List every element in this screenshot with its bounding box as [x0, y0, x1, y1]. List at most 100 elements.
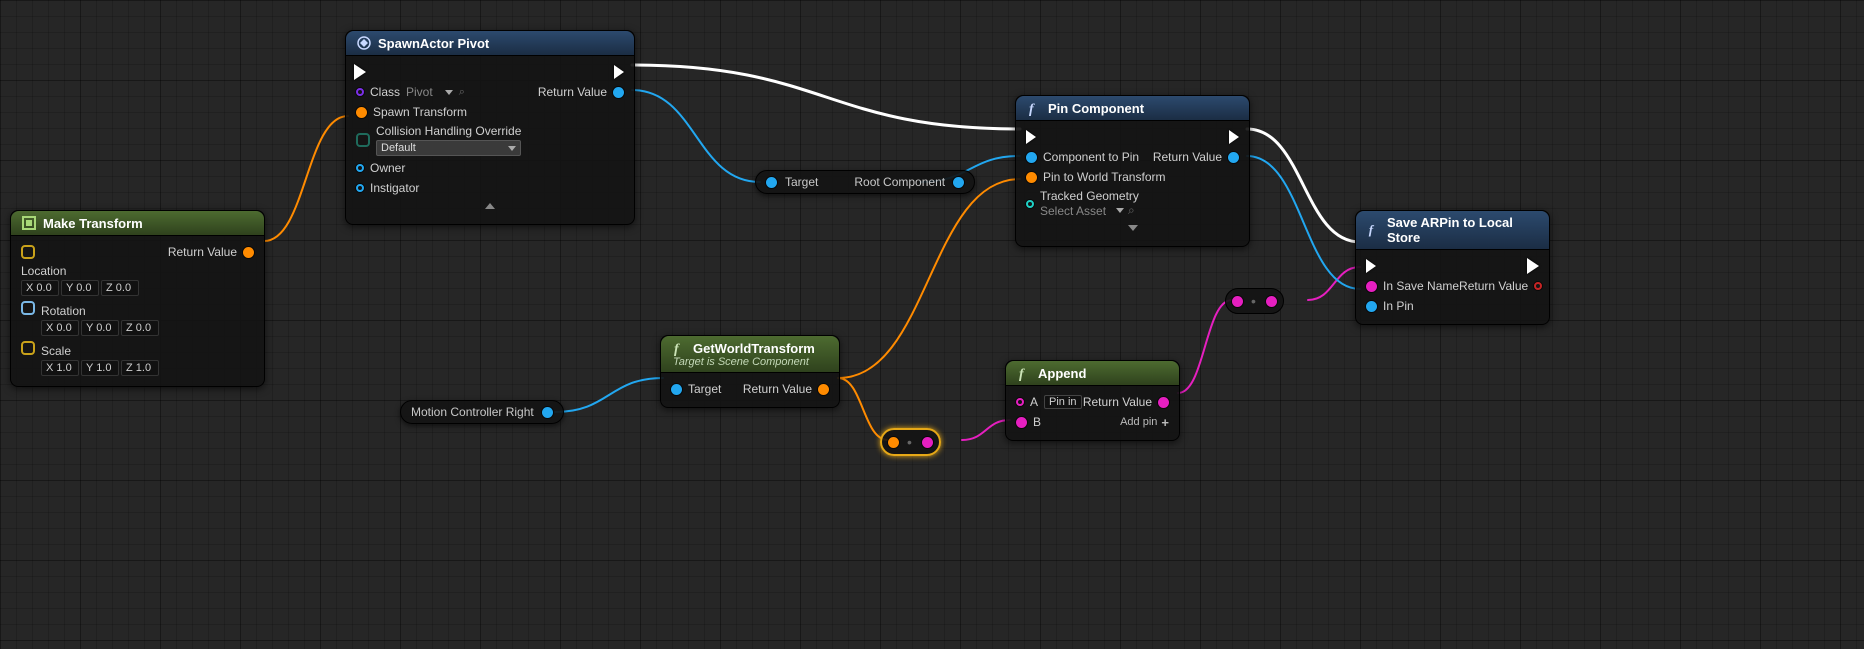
chevron-down-icon[interactable] [445, 90, 453, 95]
label-b: B [1033, 415, 1041, 429]
node-header: SpawnActor Pivot [346, 31, 634, 56]
label-root-component: Root Component [854, 175, 945, 189]
pin-component[interactable] [1026, 152, 1037, 163]
label-owner: Owner [370, 161, 405, 175]
expand-icon[interactable] [1128, 225, 1138, 231]
node-save-arpin[interactable]: f Save ARPin to Local Store In Save Name… [1355, 210, 1550, 325]
pin-return[interactable] [613, 87, 624, 98]
pin-exec-out[interactable] [614, 65, 624, 79]
label-return: Return Value [1153, 150, 1222, 164]
pin-in[interactable] [888, 437, 899, 448]
pin-exec-out[interactable] [1529, 259, 1539, 273]
label-in-pin: In Pin [1383, 299, 1414, 313]
pin-target[interactable] [671, 384, 682, 395]
add-pin-button[interactable]: Add pin+ [1120, 415, 1169, 430]
dots-icon: • [907, 434, 914, 450]
label-return: Return Value [743, 382, 812, 396]
pin-return[interactable] [818, 384, 829, 395]
node-header: f Save ARPin to Local Store [1356, 211, 1549, 250]
input-rotation[interactable]: X 0.0 Y 0.0 Z 0.0 [41, 320, 159, 336]
input-a-value[interactable]: Pin in [1044, 395, 1082, 409]
node-title: Save ARPin to Local Store [1387, 215, 1539, 245]
pin-in-pin[interactable] [1366, 301, 1377, 312]
pin-collision[interactable] [356, 133, 370, 147]
pin-exec-in[interactable] [1366, 259, 1376, 273]
pin-exec-in[interactable] [1026, 130, 1036, 144]
label-instigator: Instigator [370, 181, 419, 195]
function-icon: f [1366, 222, 1381, 238]
label-save-name: In Save Name [1383, 279, 1459, 293]
label-scale: Scale [41, 344, 71, 358]
chevron-down-icon[interactable] [1116, 208, 1124, 213]
reroute-string[interactable]: • [1225, 288, 1284, 314]
browse-icon[interactable]: ⌕ [459, 86, 465, 99]
value-class[interactable]: Pivot [406, 85, 433, 99]
pin-save-name[interactable] [1366, 281, 1377, 292]
input-location[interactable]: X 0.0 Y 0.0 Z 0.0 [21, 280, 139, 296]
pin-class[interactable] [356, 88, 364, 96]
value-tracked-geometry[interactable]: Select Asset [1040, 204, 1106, 218]
label-tracked-geometry: Tracked Geometry [1040, 189, 1139, 203]
pin-exec-out[interactable] [1229, 130, 1239, 144]
label-world-transform: Pin to World Transform [1043, 170, 1165, 184]
pin-return[interactable] [1534, 282, 1542, 290]
node-header: f GetWorldTransform Target is Scene Comp… [661, 336, 839, 373]
pin-return-label: Return Value [168, 245, 237, 259]
node-header: f Append [1006, 361, 1179, 386]
pin-rotation[interactable] [21, 301, 35, 315]
input-scale[interactable]: X 1.0 Y 1.0 Z 1.0 [41, 360, 159, 376]
pin-spawn-transform[interactable] [356, 107, 367, 118]
pin-a[interactable] [1016, 398, 1024, 406]
pin-owner[interactable] [356, 164, 364, 172]
function-icon: f [1016, 365, 1032, 381]
pin-return[interactable] [1158, 397, 1169, 408]
label-rotation: Rotation [41, 304, 86, 318]
struct-icon [21, 215, 37, 231]
node-motion-controller[interactable]: Motion Controller Right [400, 400, 564, 424]
node-make-transform[interactable]: Make Transform Return Value Location X 0… [10, 210, 265, 387]
pin-b[interactable] [1016, 417, 1027, 428]
label-return: Return Value [1459, 279, 1528, 293]
pin-location[interactable] [21, 245, 35, 259]
pin-out[interactable] [1266, 296, 1277, 307]
pin-instigator[interactable] [356, 184, 364, 192]
pin-in[interactable] [1232, 296, 1243, 307]
pin-out[interactable] [922, 437, 933, 448]
pin-out[interactable] [542, 407, 553, 418]
pin-return[interactable] [243, 247, 254, 258]
pin-return[interactable] [1228, 152, 1239, 163]
pin-scale[interactable] [21, 341, 35, 355]
pin-out[interactable] [953, 177, 964, 188]
label-location: Location [21, 264, 66, 278]
node-header: f Pin Component [1016, 96, 1249, 121]
spawn-icon [356, 35, 372, 51]
reroute-transform-to-string[interactable]: • [880, 428, 941, 456]
label-spawn-transform: Spawn Transform [373, 105, 467, 119]
label-return: Return Value [538, 85, 607, 99]
pin-exec-in[interactable] [356, 65, 366, 79]
dots-icon: • [1251, 293, 1258, 309]
svg-text:f: f [1369, 222, 1375, 237]
node-title: Make Transform [43, 216, 143, 231]
node-spawn-actor[interactable]: SpawnActor Pivot Class Pivot ⌕ Return Va… [345, 30, 635, 225]
dropdown-collision[interactable]: Default [376, 140, 521, 156]
node-pin-component[interactable]: f Pin Component Component to Pin Return … [1015, 95, 1250, 247]
function-icon: f [1026, 100, 1042, 116]
node-title: Pin Component [1048, 101, 1144, 116]
label-target: Target [785, 175, 818, 189]
node-subtitle: Target is Scene Component [673, 356, 809, 368]
node-title: GetWorldTransform [693, 341, 815, 356]
node-append[interactable]: f Append A Pin in Return Value B Add pin… [1005, 360, 1180, 441]
pin-target-in[interactable] [766, 177, 777, 188]
label-class: Class [370, 85, 400, 99]
browse-icon[interactable]: ⌕ [1128, 203, 1135, 218]
pin-world-transform[interactable] [1026, 172, 1037, 183]
node-header: Make Transform [11, 211, 264, 236]
label-return: Return Value [1083, 395, 1152, 409]
collapse-icon[interactable] [485, 203, 495, 209]
pin-tracked-geometry[interactable] [1026, 200, 1034, 208]
node-root-component[interactable]: Target Root Component [755, 170, 975, 194]
node-get-world-transform[interactable]: f GetWorldTransform Target is Scene Comp… [660, 335, 840, 408]
label-component: Component to Pin [1043, 150, 1139, 164]
label-a: A [1030, 395, 1038, 409]
